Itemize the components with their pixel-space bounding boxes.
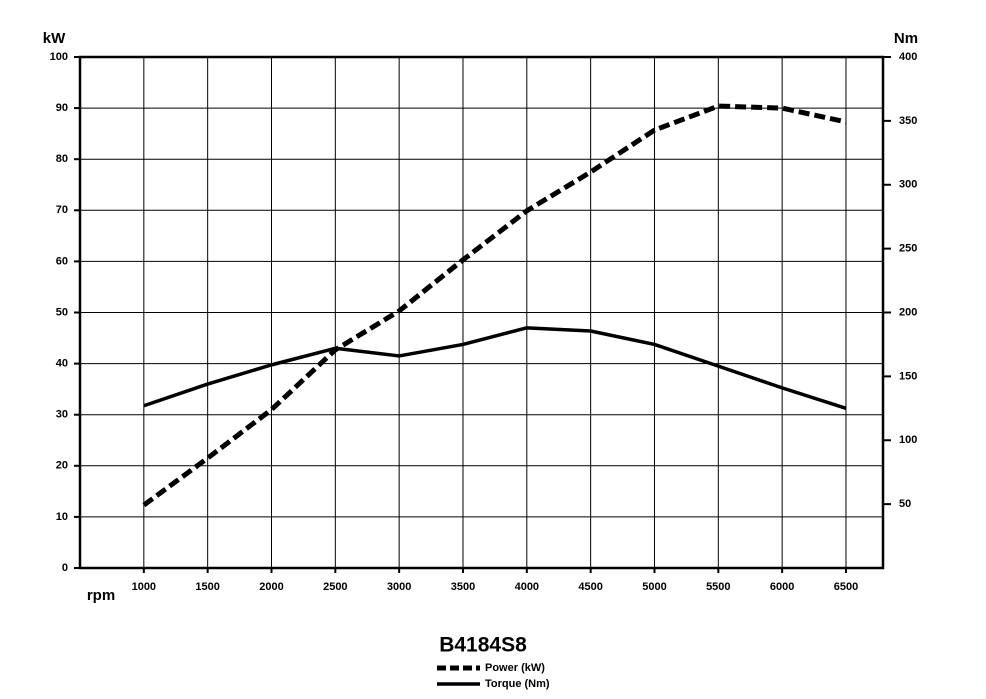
legend-label: Power (kW)	[485, 662, 545, 674]
x-tick-label: 3000	[387, 581, 411, 593]
y2-tick-label: 400	[899, 51, 917, 63]
legend-label: Torque (Nm)	[485, 678, 550, 690]
y-tick-label: 80	[56, 153, 68, 165]
x-tick-label: 2500	[323, 581, 347, 593]
y-tick-label: 40	[56, 358, 68, 370]
x-tick-label: 2000	[259, 581, 283, 593]
plot-frame	[78, 55, 885, 570]
chart-title: B4184S8	[439, 634, 527, 657]
y2-tick-label: 150	[899, 370, 917, 382]
x-tick-label: 5000	[642, 581, 666, 593]
x-tick-label: 1000	[132, 581, 156, 593]
y-axis-label: kW	[43, 30, 66, 47]
x-tick-label: 4000	[515, 581, 539, 593]
y2-tick-label: 300	[899, 179, 917, 191]
y2-tick-label: 50	[899, 498, 911, 510]
y-tick-label: 70	[56, 204, 68, 216]
x-tick-label: 5500	[706, 581, 730, 593]
y-tick-label: 0	[62, 562, 68, 574]
series-line	[142, 103, 847, 508]
x-tick-label: 6000	[770, 581, 794, 593]
y-tick-label: 100	[50, 51, 68, 63]
y2-tick-label: 350	[899, 115, 917, 127]
y-tick-label: 20	[56, 460, 68, 472]
x-axis-label: rpm	[87, 587, 115, 604]
y2-tick-label: 100	[899, 434, 917, 446]
y-tick-label: 50	[56, 306, 68, 318]
y2-tick-label: 250	[899, 243, 917, 255]
x-tick-label: 1500	[195, 581, 219, 593]
x-tick-label: 3500	[451, 581, 475, 593]
x-tick-label: 4500	[578, 581, 602, 593]
y-tick-label: 10	[56, 511, 68, 523]
y2-tick-label: 200	[899, 306, 917, 318]
y-tick-label: 30	[56, 409, 68, 421]
x-tick-label: 6500	[834, 581, 858, 593]
series-line	[143, 326, 847, 410]
y2-axis-label: Nm	[894, 30, 918, 47]
y-tick-label: 60	[56, 255, 68, 267]
y-tick-label: 90	[56, 102, 68, 114]
